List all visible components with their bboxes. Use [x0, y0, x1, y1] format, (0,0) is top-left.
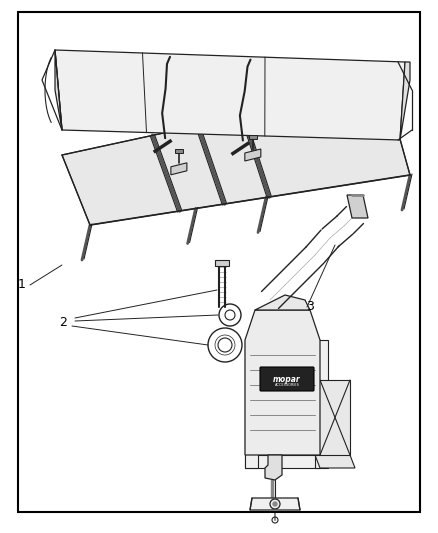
Polygon shape [347, 195, 368, 218]
Text: ACCESSORIES: ACCESSORIES [275, 383, 300, 387]
Polygon shape [215, 260, 229, 266]
Polygon shape [400, 62, 410, 140]
Polygon shape [62, 85, 410, 225]
Polygon shape [55, 50, 62, 130]
Polygon shape [171, 163, 187, 175]
Polygon shape [315, 455, 355, 468]
Text: mopar: mopar [273, 375, 301, 384]
Text: 2: 2 [59, 317, 67, 329]
Circle shape [219, 304, 241, 326]
Polygon shape [245, 340, 258, 468]
Polygon shape [265, 455, 282, 480]
Polygon shape [315, 340, 328, 468]
Circle shape [208, 328, 242, 362]
Polygon shape [175, 149, 183, 153]
Polygon shape [245, 455, 320, 468]
Text: 1: 1 [18, 279, 26, 292]
Circle shape [273, 502, 277, 506]
Polygon shape [250, 498, 300, 510]
Text: 3: 3 [306, 301, 314, 313]
Polygon shape [315, 380, 350, 455]
Polygon shape [245, 310, 320, 455]
Polygon shape [55, 50, 405, 140]
Polygon shape [245, 149, 261, 161]
FancyBboxPatch shape [260, 367, 314, 391]
Polygon shape [255, 295, 310, 310]
Polygon shape [249, 135, 257, 139]
